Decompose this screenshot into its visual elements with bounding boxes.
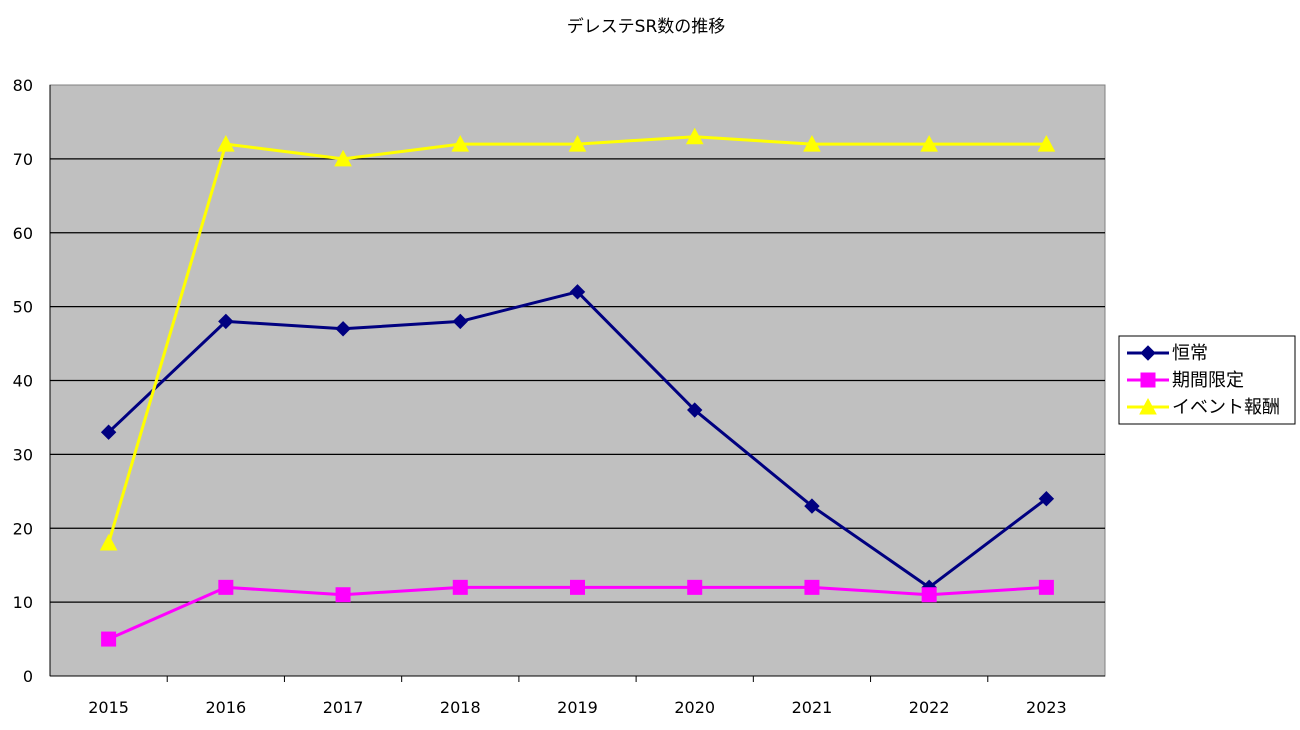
data-point [335, 587, 351, 603]
y-tick-label: 0 [23, 667, 33, 686]
y-tick-label: 40 [13, 372, 33, 391]
data-point [452, 313, 468, 330]
legend-marker [1140, 345, 1156, 361]
x-tick-label: 2015 [88, 698, 129, 717]
data-point [101, 631, 117, 647]
data-point [451, 135, 470, 152]
x-tick-label: 2016 [205, 698, 246, 717]
x-tick-label: 2023 [1026, 698, 1067, 717]
data-point [569, 284, 586, 300]
series-group [99, 127, 1056, 647]
axes: 0 10 20 30 40 50 60 70 80 2015 2016 2017 2018 2019 202… [13, 76, 1105, 717]
data-point [921, 587, 937, 603]
y-tick-label: 30 [13, 445, 33, 464]
data-point [568, 135, 587, 152]
data-point [1038, 490, 1055, 507]
x-tick-label: 2020 [674, 698, 715, 717]
data-point [1038, 579, 1054, 595]
series-1 [101, 579, 1054, 647]
data-point [803, 135, 821, 152]
y-tick-label: 80 [13, 76, 33, 95]
data-point [804, 498, 820, 514]
x-tick-label: 2018 [440, 698, 481, 717]
data-point [218, 579, 234, 595]
data-point [218, 313, 234, 330]
data-point [216, 135, 235, 152]
legend-label: 恒常 [1172, 343, 1208, 364]
x-tick-label: 2017 [323, 698, 364, 717]
x-tick-label: 2022 [909, 698, 950, 717]
data-point [685, 127, 704, 145]
legend-marker [1139, 397, 1157, 415]
series-2 [99, 127, 1056, 551]
y-tick-label: 20 [13, 519, 33, 538]
legend-label: 期間限定 [1172, 370, 1244, 391]
data-point [920, 135, 939, 152]
y-tick-label: 60 [13, 224, 33, 243]
legend-label: イベント報酬 [1172, 397, 1280, 418]
data-point [804, 579, 820, 595]
x-tick-label: 2021 [792, 698, 833, 717]
data-point [687, 579, 703, 595]
data-point [687, 402, 703, 418]
data-point [100, 424, 117, 440]
y-tick-label: 70 [13, 150, 33, 169]
x-tick-label: 2019 [557, 698, 598, 717]
data-point [335, 321, 351, 337]
data-point [570, 579, 585, 595]
legend-marker [1140, 372, 1156, 388]
y-tick-label: 50 [13, 298, 33, 317]
data-point [452, 579, 468, 595]
data-point [1037, 135, 1056, 152]
data-point [99, 533, 118, 551]
y-tick-label: 10 [13, 593, 33, 612]
chart-title: デレステSR数の推移 [567, 16, 726, 37]
data-point [334, 149, 352, 167]
